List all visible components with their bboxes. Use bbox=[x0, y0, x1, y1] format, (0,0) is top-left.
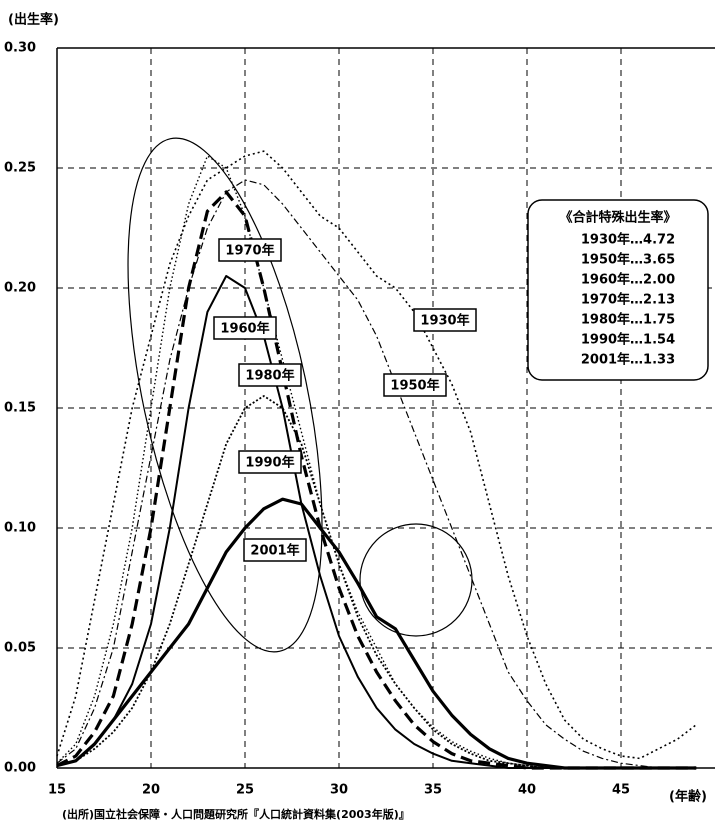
series-label-box bbox=[213, 316, 277, 340]
y-tick-label: 0.15 bbox=[4, 401, 36, 416]
highlight-circle bbox=[359, 523, 473, 637]
x-tick-label: 35 bbox=[424, 783, 442, 798]
series-line bbox=[56, 155, 697, 769]
series-label: 1960年 bbox=[220, 321, 269, 337]
series-label: 1970年 bbox=[225, 243, 274, 259]
tfr-title: 《合計特殊出生率》 bbox=[559, 210, 676, 226]
series-label: 1950年 bbox=[390, 378, 439, 394]
tfr-entry: 1990年…1.54 bbox=[581, 332, 675, 348]
series-label-box bbox=[238, 363, 302, 387]
series-label-box bbox=[218, 238, 282, 262]
series-line bbox=[56, 179, 697, 769]
y-tick-label: 0.10 bbox=[4, 521, 36, 536]
x-tick-label: 40 bbox=[518, 783, 536, 798]
series-label-box bbox=[238, 450, 302, 474]
tfr-entry: 1970年…2.13 bbox=[581, 292, 675, 308]
x-tick-label: 25 bbox=[236, 783, 254, 798]
y-axis-label: (出生率) bbox=[8, 12, 59, 28]
series-label: 1930年 bbox=[420, 313, 469, 329]
x-tick-label: 15 bbox=[48, 783, 66, 798]
series-label: 1980年 bbox=[245, 368, 294, 384]
tfr-entry: 1930年…4.72 bbox=[581, 232, 675, 248]
tfr-entry: 1960年…2.00 bbox=[581, 272, 675, 288]
tfr-box bbox=[527, 199, 709, 381]
tfr-entry: 1980年…1.75 bbox=[581, 312, 675, 328]
series-label-box bbox=[383, 373, 447, 397]
source: (出所)国立社会保障・人口問題研究所『人口統計資料集(2003年版)』 bbox=[62, 807, 410, 821]
series-line bbox=[56, 497, 697, 770]
series-label-box bbox=[413, 308, 477, 332]
x-tick-label: 20 bbox=[142, 783, 160, 798]
y-tick-label: 0.25 bbox=[4, 161, 36, 176]
y-tick-label: 0.30 bbox=[4, 41, 36, 56]
tfr-entry: 1950年…3.65 bbox=[581, 252, 675, 268]
series-label: 1990年 bbox=[245, 455, 294, 471]
y-tick-label: 0.20 bbox=[4, 281, 36, 296]
series-label-box bbox=[243, 538, 307, 562]
x-tick-label: 30 bbox=[330, 783, 348, 798]
series-label: 2001年 bbox=[250, 543, 299, 559]
highlight-ellipse bbox=[127, 137, 323, 653]
series-line bbox=[56, 150, 697, 760]
series-line bbox=[56, 395, 697, 769]
x-tick-label: 45 bbox=[612, 783, 630, 798]
tfr-entry: 2001年…1.33 bbox=[581, 352, 675, 368]
y-tick-label: 0.00 bbox=[4, 761, 36, 776]
y-tick-label: 0.05 bbox=[4, 641, 36, 656]
x-axis-label: (年齢) bbox=[669, 789, 707, 805]
